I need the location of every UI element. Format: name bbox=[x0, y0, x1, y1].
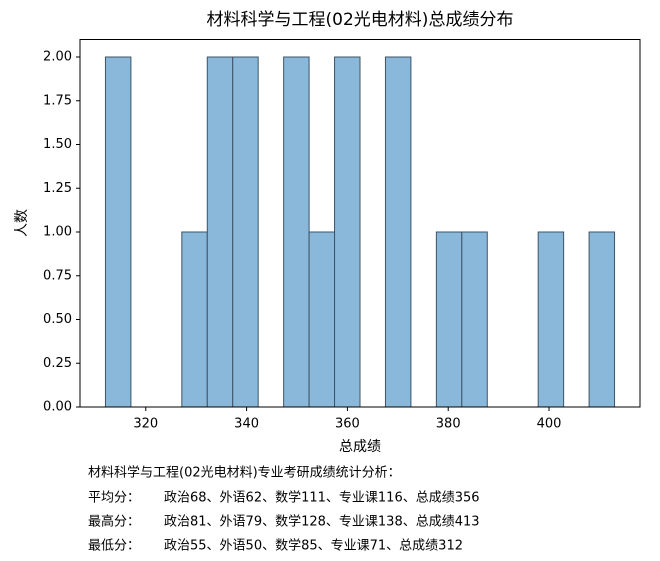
summary-label: 最高分： bbox=[88, 514, 140, 530]
y-tick-label: 1.00 bbox=[43, 225, 72, 240]
bar bbox=[308, 231, 336, 408]
x-axis-label: 总成绩 bbox=[339, 439, 381, 455]
y-axis-label: 人数 bbox=[14, 209, 30, 237]
x-tick-label: 320 bbox=[133, 417, 158, 432]
chart-title: 材料科学与工程(02光电材料)总成绩分布 bbox=[207, 10, 514, 30]
summary-text: 政治55、外语50、数学85、专业课71、总成绩312 bbox=[164, 538, 463, 554]
bar bbox=[181, 231, 208, 408]
bar bbox=[104, 56, 132, 408]
bar bbox=[232, 56, 259, 408]
y-tick-label: 1.25 bbox=[43, 181, 72, 196]
x-tick-label: 380 bbox=[436, 417, 461, 432]
y-tick-label: 1.75 bbox=[43, 93, 72, 108]
summary-label: 最低分： bbox=[88, 539, 140, 554]
bar bbox=[283, 56, 310, 408]
y-tick-label: 0.00 bbox=[43, 400, 72, 415]
bar bbox=[461, 231, 488, 408]
bar bbox=[537, 231, 565, 408]
x-tick-label: 360 bbox=[335, 417, 360, 432]
y-tick-label: 0.75 bbox=[43, 268, 72, 283]
summary-heading: 材料科学与工程(02光电材料)专业考研成绩统计分析： bbox=[88, 465, 401, 481]
bar bbox=[206, 56, 234, 408]
bar bbox=[334, 56, 361, 408]
y-tick-label: 1.50 bbox=[43, 137, 72, 152]
summary-text: 政治81、外语79、数学128、专业课138、总成绩413 bbox=[164, 514, 480, 530]
plot-frame bbox=[79, 39, 641, 408]
y-tick-label: 2.00 bbox=[43, 50, 72, 65]
bar bbox=[435, 231, 463, 408]
y-tick-label: 0.25 bbox=[43, 356, 72, 371]
bar bbox=[588, 231, 616, 408]
x-tick-label: 400 bbox=[537, 417, 562, 432]
x-tick-label: 340 bbox=[234, 417, 259, 432]
summary-label: 平均分： bbox=[88, 491, 140, 506]
summary-text: 政治68、外语62、数学111、专业课116、总成绩356 bbox=[164, 490, 480, 506]
y-tick-label: 0.50 bbox=[43, 312, 72, 327]
bar bbox=[384, 56, 412, 408]
